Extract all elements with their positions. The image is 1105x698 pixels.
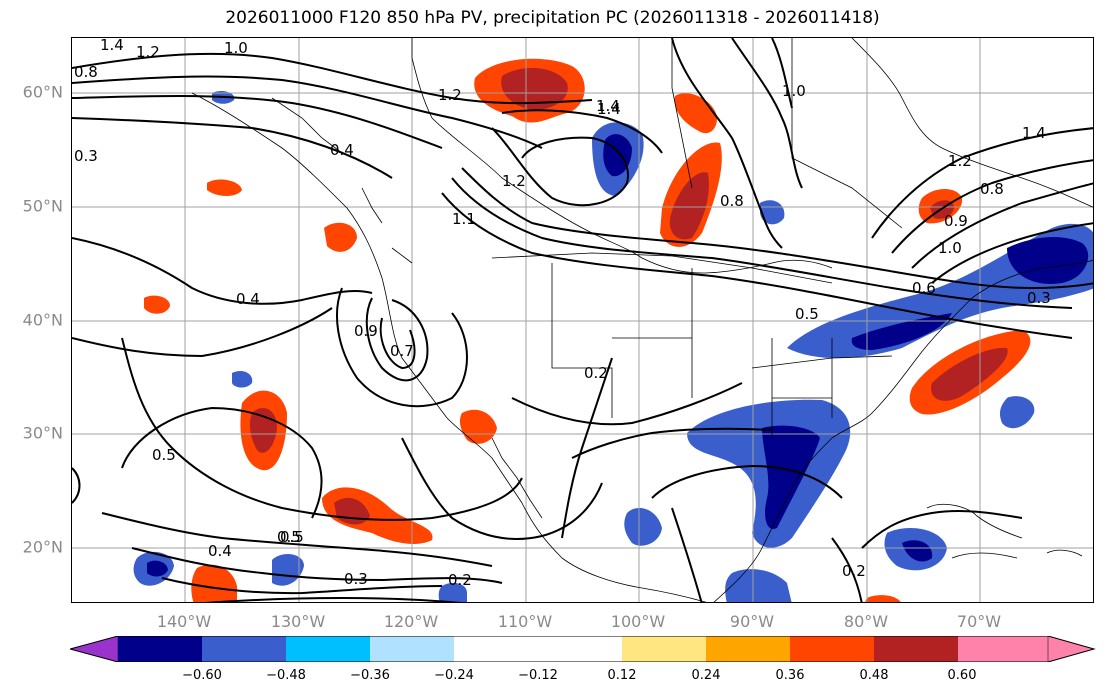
colorbar-bin xyxy=(454,636,622,662)
contour-label: 0.4 xyxy=(236,290,260,308)
colorbar-extend-low xyxy=(70,636,119,662)
contour-labels: 1.4 1.2 1.0 0.8 0.3 1.2 1.4 1.0 0.4 1.2 … xyxy=(74,38,1051,589)
contour-label: 0.3 xyxy=(344,570,368,588)
colorbar-extend-high xyxy=(1047,636,1095,662)
colorbar-tick: −0.60 xyxy=(182,668,222,683)
map-panel: 1.4 1.2 1.0 0.8 0.3 1.2 1.4 1.0 0.4 1.2 … xyxy=(71,37,1094,603)
colorbar-bin xyxy=(370,636,454,662)
precipitation-shading xyxy=(133,58,1093,602)
contour-label: 1.0 xyxy=(938,239,962,257)
graticule xyxy=(72,38,1093,602)
precip-positive-bc-core xyxy=(501,67,568,110)
contour-label: 1.0 xyxy=(782,82,806,100)
pv-contours xyxy=(72,38,1093,602)
colorbar-bin xyxy=(622,636,706,662)
lat-label-40n: 40°N xyxy=(22,310,63,330)
map-title: 2026011000 F120 850 hPa PV, precipitatio… xyxy=(225,8,880,28)
lon-label-80w: 80°W xyxy=(843,612,889,631)
colorbar xyxy=(70,636,1096,662)
map-svg: 1.4 1.2 1.0 0.8 0.3 1.2 1.4 1.0 0.4 1.2 … xyxy=(72,38,1093,602)
contour-label: 0.2 xyxy=(584,364,608,382)
colorbar-bin xyxy=(958,636,1048,662)
colorbar-tick: 0.60 xyxy=(947,668,977,683)
contour-label: 1.4 xyxy=(100,38,124,54)
contour-label: 0.5 xyxy=(152,446,176,464)
contour-label: 0.4 xyxy=(208,542,232,560)
contour-label: 0.8 xyxy=(980,180,1004,198)
contour-label: 1.1 xyxy=(452,210,476,228)
coastlines xyxy=(191,38,1093,602)
contour-label: 0.9 xyxy=(354,322,378,340)
contour-label: 0.2 xyxy=(842,562,866,580)
contour-label: 0.6 xyxy=(912,279,936,297)
colorbar-bin xyxy=(874,636,958,662)
colorbar-tick: −0.24 xyxy=(434,668,474,683)
lon-label-100w: 100°W xyxy=(610,612,666,631)
colorbar-tick: −0.12 xyxy=(518,668,558,683)
contour-label: 0.4 xyxy=(330,141,354,159)
contour-label: 1.2 xyxy=(438,86,462,104)
contour-label: 1.2 xyxy=(948,152,972,170)
contour-label: 1.0 xyxy=(224,39,248,57)
contour-label: 0.3 xyxy=(1027,289,1051,307)
lat-label-30n: 30°N xyxy=(22,423,63,443)
colorbar-bin xyxy=(706,636,790,662)
contour-label: 0.8 xyxy=(720,192,744,210)
colorbar-tick: 0.12 xyxy=(607,668,637,683)
colorbar-bin xyxy=(118,636,202,662)
colorbar-tick: −0.36 xyxy=(350,668,390,683)
colorbar-tick: 0.24 xyxy=(691,668,721,683)
contour-label: 0.2 xyxy=(448,571,472,589)
lon-label-120w: 120°W xyxy=(383,612,439,631)
lon-label-90w: 90°W xyxy=(729,612,775,631)
colorbar-tick: 0.36 xyxy=(775,668,805,683)
contour-label: 1.4 xyxy=(596,97,620,115)
lon-label-130w: 130°W xyxy=(270,612,326,631)
colorbar-bin xyxy=(790,636,874,662)
contour-label: 0.3 xyxy=(74,147,98,165)
contour-label: 0.5 xyxy=(277,528,301,546)
contour-label: 0.5 xyxy=(280,528,304,546)
contour-label: 1.2 xyxy=(136,43,160,61)
colorbar-tick: −0.48 xyxy=(266,668,306,683)
contour-label: 1.2 xyxy=(502,172,526,190)
lon-label-140w: 140°W xyxy=(156,612,212,631)
lon-label-70w: 70°W xyxy=(956,612,1002,631)
colorbar-bin xyxy=(202,636,286,662)
lat-label-60n: 60°N xyxy=(22,82,63,102)
contour-label: 1.4 xyxy=(597,100,621,118)
lat-label-20n: 20°N xyxy=(22,537,63,557)
lon-label-110w: 110°W xyxy=(497,612,553,631)
contour-label: 0.8 xyxy=(74,63,98,81)
colorbar-tick: 0.48 xyxy=(859,668,889,683)
colorbar-bin xyxy=(286,636,370,662)
contour-label: 0.9 xyxy=(944,212,968,230)
contour-label: 1.4 xyxy=(1022,124,1046,142)
contour-label: 0.5 xyxy=(795,305,819,323)
lat-label-50n: 50°N xyxy=(22,196,63,216)
contour-label: 0.7 xyxy=(390,342,414,360)
